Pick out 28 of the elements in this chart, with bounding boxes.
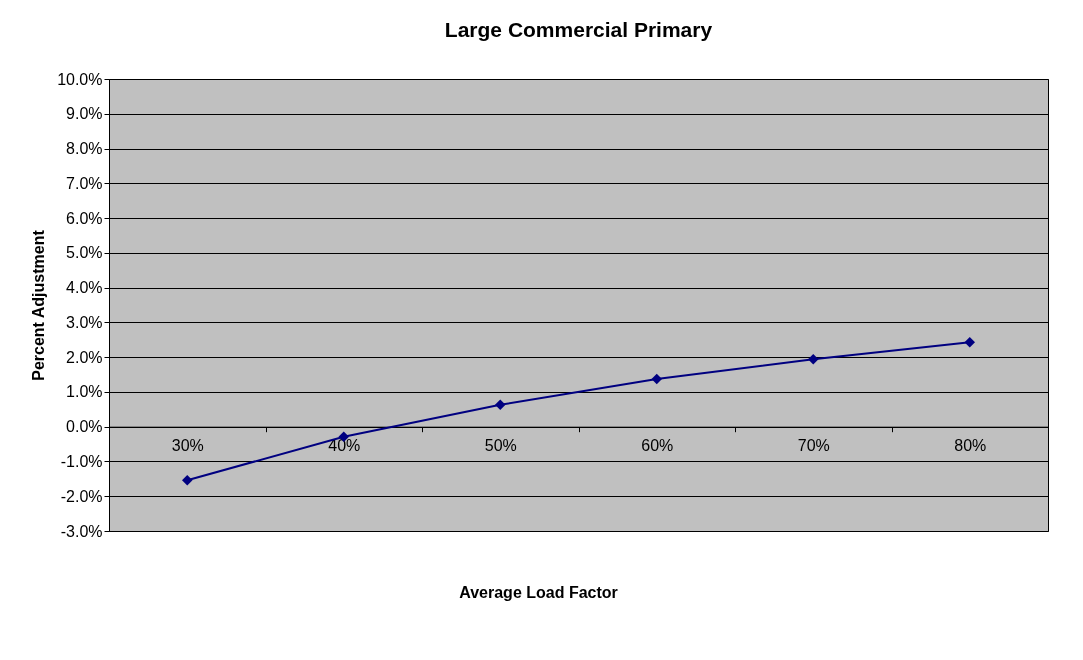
x-tick-label: 40%: [328, 437, 361, 455]
y-tick-label: -1.0%: [60, 452, 103, 470]
point: [651, 373, 662, 385]
x-tick-label: 70%: [797, 437, 830, 455]
chart-title: Large Commercial Primary: [444, 18, 713, 41]
point: [808, 354, 819, 365]
x-tick-label: 60%: [641, 437, 674, 455]
y-tick-label: 7.0%: [66, 174, 103, 192]
x-tick-label: 80%: [954, 437, 987, 455]
y-tick-label: -3.0%: [60, 522, 103, 540]
y-tick-label: 4.0%: [66, 279, 103, 297]
y-tick-label: 0.0%: [66, 418, 103, 436]
x-tick-label: 50%: [484, 437, 517, 455]
y-tick-label: 3.0%: [66, 313, 103, 331]
y-tick-label: 10.0%: [57, 70, 103, 88]
y-tick-label: 5.0%: [66, 244, 103, 262]
y-tick-label: 1.0%: [66, 383, 103, 401]
point: [182, 474, 193, 486]
x-axis-title: Average Load Factor: [459, 584, 618, 601]
y-tick-label: 2.0%: [66, 348, 103, 366]
y-axis-title: Percent Adjustment: [30, 229, 48, 381]
y-tick-label: 9.0%: [66, 105, 103, 123]
y-tick-label: 6.0%: [66, 209, 103, 227]
point: [964, 336, 975, 348]
y-tick-label: 8.0%: [66, 140, 103, 158]
y-tick-label: -2.0%: [60, 487, 103, 505]
point: [495, 399, 506, 411]
x-tick-label: 30%: [171, 437, 204, 455]
